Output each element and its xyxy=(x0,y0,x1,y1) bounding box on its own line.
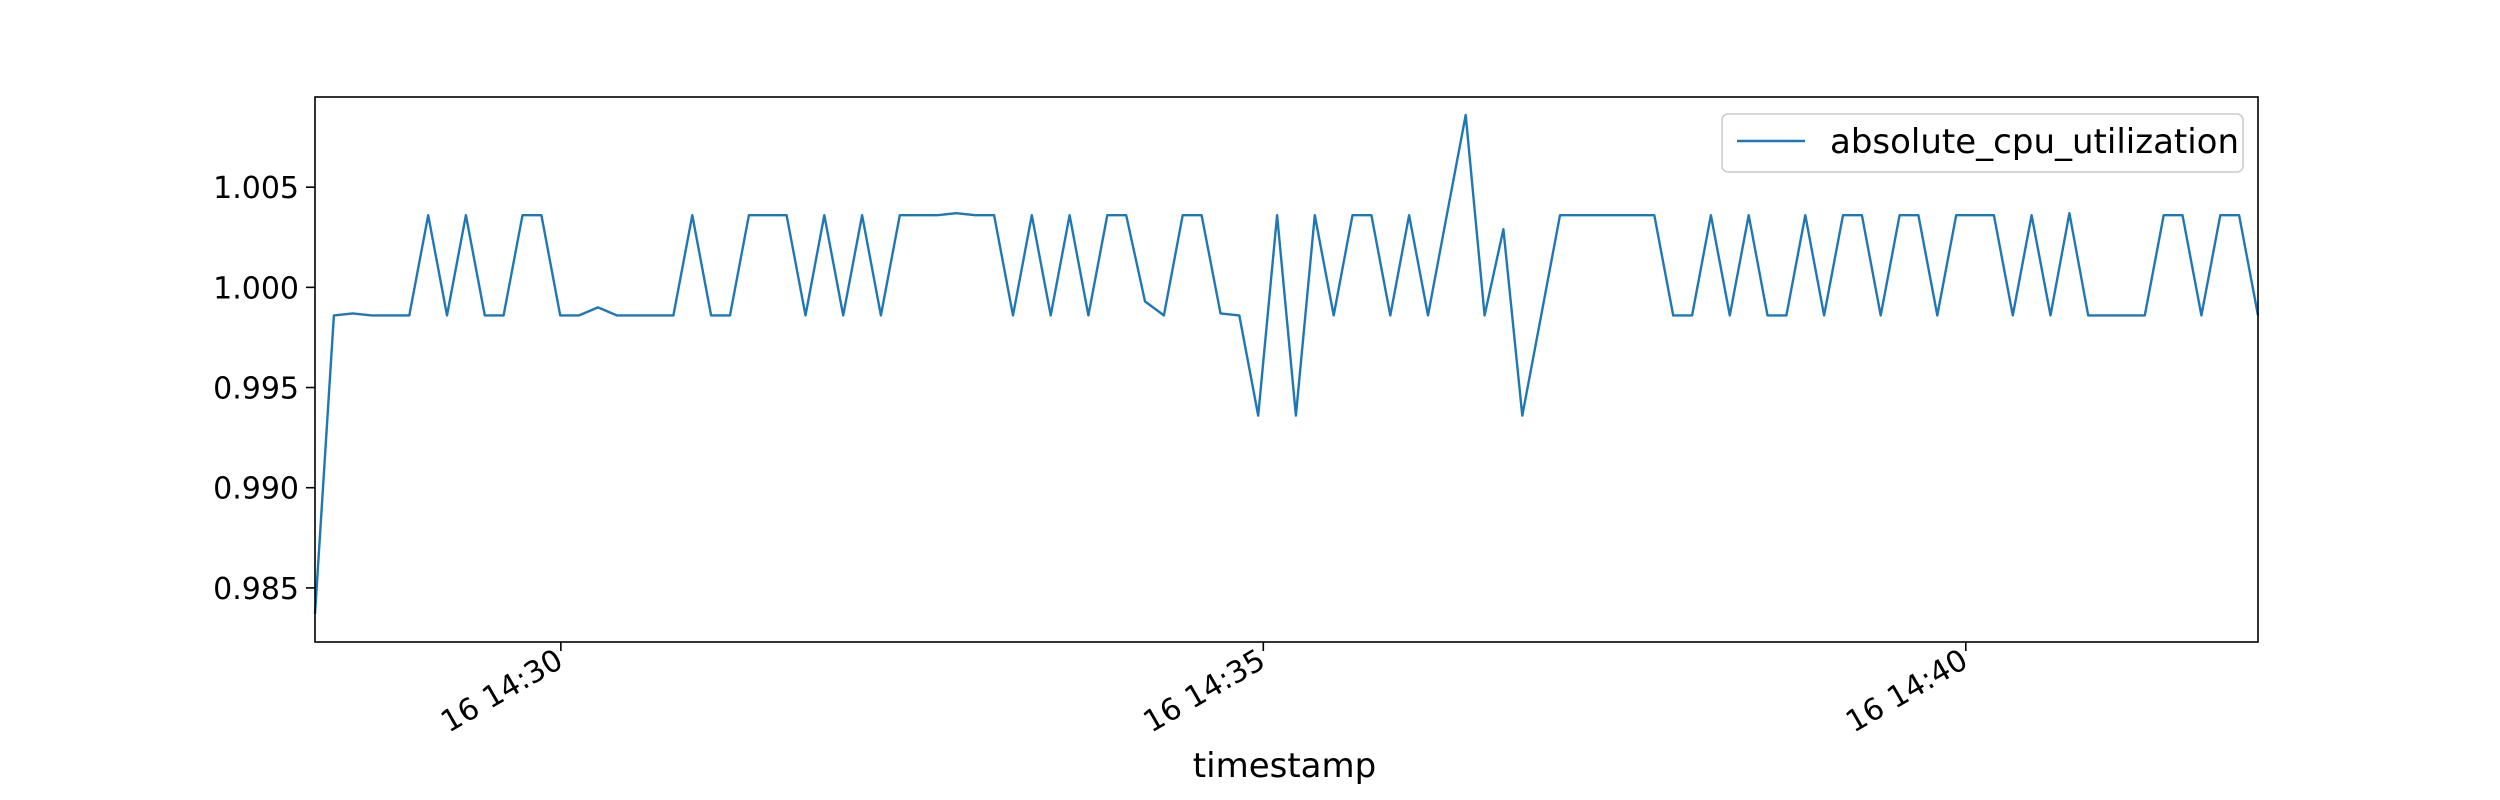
series-layer xyxy=(313,113,2260,614)
y-tick-label: 1.005 xyxy=(213,171,299,206)
y-axis: 0.985 0.990 0.995 1.000 1.005 xyxy=(213,171,315,607)
y-tick-label: 0.995 xyxy=(213,372,299,407)
series-line-absolute_cpu_utilization xyxy=(313,113,2260,614)
x-axis-label: timestamp xyxy=(1193,746,1376,786)
legend-entry-label: absolute_cpu_utilization xyxy=(1830,122,2239,162)
y-tick-label: 0.990 xyxy=(213,472,299,507)
legend: absolute_cpu_utilization xyxy=(1721,113,2244,173)
legend-box xyxy=(1721,113,2244,173)
plot-area-frame xyxy=(314,96,2259,643)
y-tick-label: 0.985 xyxy=(213,572,299,607)
y-tick-label: 1.000 xyxy=(213,271,299,306)
